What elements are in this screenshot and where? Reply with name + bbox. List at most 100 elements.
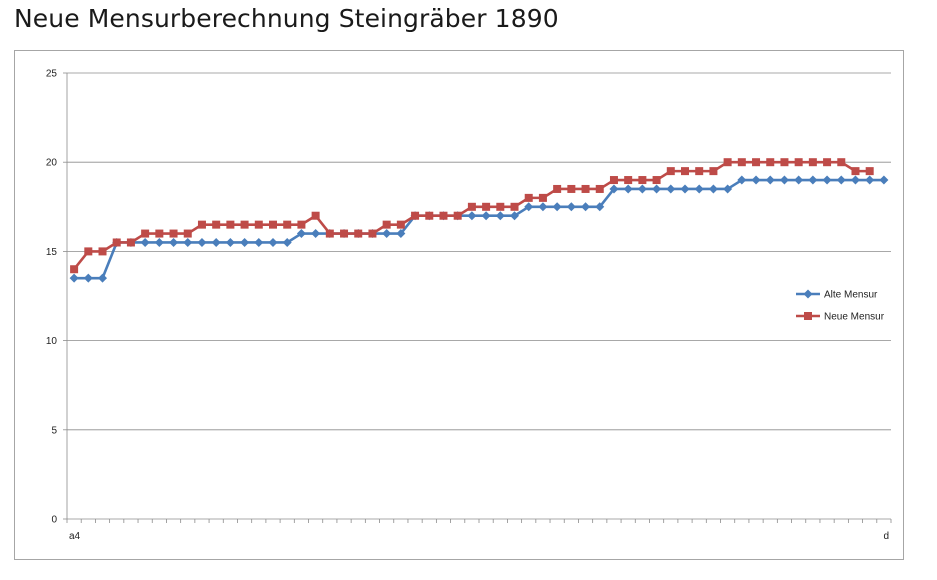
data-point bbox=[240, 237, 250, 247]
data-point bbox=[851, 167, 860, 176]
data-point bbox=[283, 220, 292, 229]
data-point bbox=[269, 220, 277, 229]
data-point bbox=[197, 237, 207, 247]
data-point bbox=[581, 202, 591, 212]
data-point bbox=[765, 175, 775, 185]
data-point bbox=[723, 184, 733, 194]
data-point bbox=[140, 237, 150, 247]
data-point bbox=[681, 167, 689, 176]
data-point bbox=[553, 184, 562, 193]
data-point bbox=[695, 167, 704, 176]
data-point bbox=[737, 175, 747, 185]
data-point bbox=[254, 237, 264, 247]
data-point bbox=[524, 202, 534, 212]
data-point bbox=[155, 229, 164, 238]
data-point bbox=[822, 175, 832, 185]
data-point bbox=[411, 211, 420, 220]
data-point bbox=[254, 220, 263, 229]
data-point bbox=[141, 229, 150, 238]
chart-frame bbox=[14, 50, 904, 560]
data-point bbox=[652, 176, 661, 185]
series bbox=[69, 158, 889, 283]
y-tick-label: 15 bbox=[46, 247, 58, 258]
data-point bbox=[510, 211, 520, 221]
data-point bbox=[879, 175, 889, 185]
data-point bbox=[680, 184, 690, 194]
data-point bbox=[496, 202, 505, 211]
data-point bbox=[794, 158, 803, 167]
data-point bbox=[354, 229, 363, 238]
data-point bbox=[638, 176, 647, 185]
data-point bbox=[581, 184, 590, 193]
data-point bbox=[69, 273, 79, 283]
legend: Alte Mensur Neue Mensur bbox=[796, 289, 885, 323]
data-point bbox=[340, 229, 349, 238]
y-tick-label: 5 bbox=[51, 425, 57, 436]
data-point bbox=[723, 158, 732, 167]
data-point bbox=[850, 175, 860, 185]
data-point bbox=[865, 175, 875, 185]
axes: 0 5 10 15 20 25 a4 d bbox=[46, 69, 892, 542]
data-point bbox=[396, 220, 405, 229]
data-point bbox=[865, 167, 874, 176]
data-point bbox=[779, 175, 789, 185]
data-point bbox=[595, 202, 605, 212]
data-point bbox=[794, 175, 804, 185]
x-tick-label-last: d bbox=[883, 531, 889, 542]
legend-marker bbox=[803, 289, 813, 299]
y-tick-label: 20 bbox=[46, 158, 58, 169]
data-point bbox=[836, 175, 846, 185]
data-point bbox=[623, 184, 633, 194]
data-point bbox=[808, 175, 818, 185]
data-point bbox=[183, 229, 192, 238]
data-point bbox=[240, 220, 249, 229]
data-point bbox=[694, 184, 704, 194]
data-point bbox=[311, 229, 321, 239]
data-point bbox=[83, 273, 93, 283]
data-point bbox=[567, 184, 576, 193]
series-line-1 bbox=[74, 178, 884, 280]
data-point bbox=[808, 158, 817, 167]
data-point bbox=[652, 184, 662, 194]
data-point bbox=[154, 237, 164, 247]
data-point bbox=[212, 220, 221, 229]
data-point bbox=[396, 229, 406, 239]
data-point bbox=[98, 247, 107, 256]
data-point bbox=[538, 202, 548, 212]
data-point bbox=[282, 237, 292, 247]
data-point bbox=[752, 158, 761, 167]
data-point bbox=[169, 237, 179, 247]
data-point bbox=[666, 184, 676, 194]
data-point bbox=[112, 238, 121, 247]
data-point bbox=[609, 176, 618, 185]
data-point bbox=[197, 220, 206, 229]
data-point bbox=[268, 237, 278, 247]
data-point bbox=[382, 229, 392, 239]
data-point bbox=[737, 158, 746, 167]
data-point bbox=[226, 220, 235, 229]
data-point bbox=[183, 237, 193, 247]
data-point bbox=[382, 220, 391, 229]
y-tick-label: 25 bbox=[46, 69, 58, 80]
legend-label: Alte Mensur bbox=[824, 290, 878, 301]
data-point bbox=[225, 237, 235, 247]
data-point bbox=[325, 229, 334, 238]
data-point bbox=[524, 193, 533, 202]
data-point bbox=[751, 175, 761, 185]
chart-title: Neue Mensurberechnung Steingräber 1890 bbox=[14, 4, 559, 33]
data-point bbox=[439, 211, 448, 220]
data-point bbox=[98, 273, 108, 283]
data-point bbox=[566, 202, 576, 212]
data-point bbox=[311, 211, 320, 220]
data-point bbox=[510, 202, 519, 211]
data-point bbox=[708, 184, 718, 194]
data-point bbox=[624, 176, 633, 185]
data-point bbox=[84, 247, 93, 256]
data-point bbox=[467, 211, 477, 221]
data-point bbox=[595, 184, 604, 193]
legend-label: Neue Mensur bbox=[824, 312, 885, 323]
data-point bbox=[297, 220, 306, 229]
data-point bbox=[837, 158, 846, 167]
data-point bbox=[453, 211, 462, 220]
